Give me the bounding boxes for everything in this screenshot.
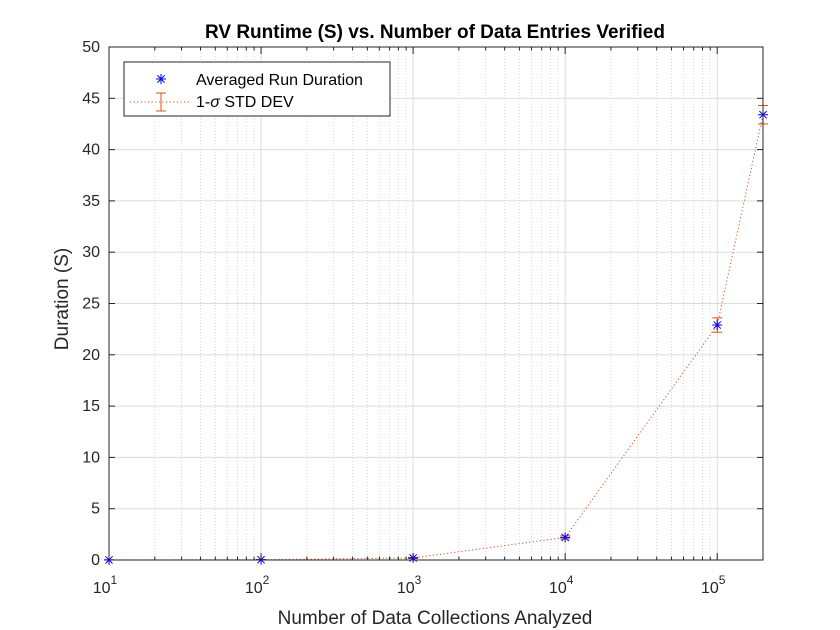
y-tick-label: 50 [82,39,100,56]
std-dev-series-line [108,114,764,561]
x-tick-label: 101 [93,573,118,597]
legend-asterisk-icon [156,74,166,84]
x-tick-label-exponent: 5 [719,573,726,587]
x-tick-label: 105 [701,573,726,597]
y-tick-label: 35 [82,193,100,210]
x-tick-label-base: 10 [397,580,415,597]
x-tick-label-base: 10 [701,580,719,597]
series-layer [104,104,768,565]
y-tick-label: 25 [82,296,100,313]
legend: Averaged Run Duration 1-σ STD DEV [123,61,391,117]
y-tick-label: 15 [82,398,100,415]
asterisk-stroke [157,75,165,83]
grid-lines [108,46,763,561]
y-axis-label: Duration (S) [52,248,73,350]
asterisk-stroke [561,533,570,542]
legend-label-average: Averaged Run Duration [196,72,363,89]
legend-errorbar-icon [130,92,190,112]
y-tick-label: 0 [91,552,100,569]
x-tick-label-exponent: 3 [415,573,422,587]
chart-title: RV Runtime (S) vs. Number of Data Entrie… [205,22,665,43]
legend-label-std: 1-σ STD DEV [196,94,294,111]
x-tick-label: 102 [245,573,270,597]
x-tick-label-exponent: 2 [263,573,270,587]
y-tick-label: 45 [82,90,100,107]
legend-label-std-suffix: STD DEV [220,94,294,111]
asterisk-stroke [713,321,722,329]
legend-asterisk [156,74,166,84]
legend-label-std-prefix: 1- [196,94,210,111]
data-point [712,320,723,331]
x-tick-label-base: 10 [549,580,567,597]
y-tick-label: 20 [82,347,100,364]
x-tick-label-base: 10 [245,580,263,597]
legend-box [123,61,391,117]
x-axis-label: Number of Data Collections Analyzed [278,608,593,629]
x-tick-label: 103 [397,573,422,597]
x-tick-label: 104 [549,573,574,597]
x-tick-label-exponent: 1 [111,573,118,587]
data-point [560,532,571,543]
legend-label-std-sigma: σ [210,94,221,111]
y-tick-label: 5 [91,501,100,518]
x-tick-label-base: 10 [93,580,111,597]
y-tick-label: 30 [82,244,100,261]
y-tick-label: 10 [82,449,100,466]
x-tick-label-exponent: 4 [567,573,574,587]
y-tick-label: 40 [82,142,100,159]
